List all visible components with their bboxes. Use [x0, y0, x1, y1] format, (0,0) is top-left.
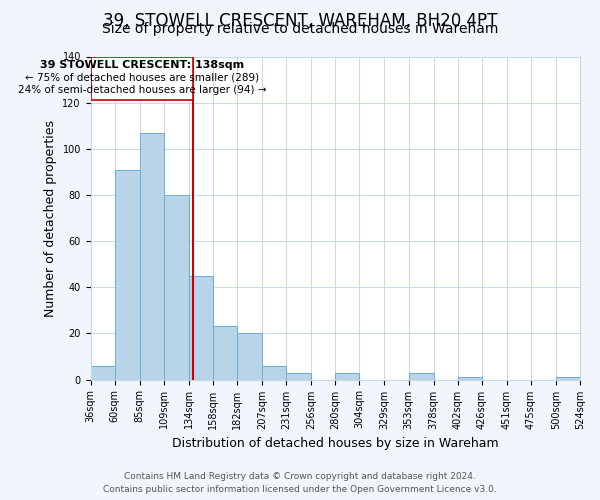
Bar	[91, 366, 115, 380]
Text: Size of property relative to detached houses in Wareham: Size of property relative to detached ho…	[102, 22, 498, 36]
Text: 39 STOWELL CRESCENT: 138sqm: 39 STOWELL CRESCENT: 138sqm	[40, 60, 244, 70]
FancyBboxPatch shape	[91, 56, 193, 100]
Bar	[409, 372, 434, 380]
Bar	[140, 132, 164, 380]
X-axis label: Distribution of detached houses by size in Wareham: Distribution of detached houses by size …	[172, 437, 499, 450]
Text: Contains HM Land Registry data © Crown copyright and database right 2024.
Contai: Contains HM Land Registry data © Crown c…	[103, 472, 497, 494]
Bar	[262, 366, 286, 380]
Bar	[189, 276, 213, 380]
Bar	[556, 378, 580, 380]
Bar	[115, 170, 140, 380]
Bar	[213, 326, 237, 380]
Bar	[286, 372, 311, 380]
Bar	[164, 195, 189, 380]
Bar	[335, 372, 359, 380]
Bar	[237, 334, 262, 380]
Text: 39, STOWELL CRESCENT, WAREHAM, BH20 4PT: 39, STOWELL CRESCENT, WAREHAM, BH20 4PT	[103, 12, 497, 30]
Text: ← 75% of detached houses are smaller (289): ← 75% of detached houses are smaller (28…	[25, 72, 259, 83]
Y-axis label: Number of detached properties: Number of detached properties	[44, 120, 57, 316]
Bar	[458, 378, 482, 380]
Text: 24% of semi-detached houses are larger (94) →: 24% of semi-detached houses are larger (…	[17, 85, 266, 95]
